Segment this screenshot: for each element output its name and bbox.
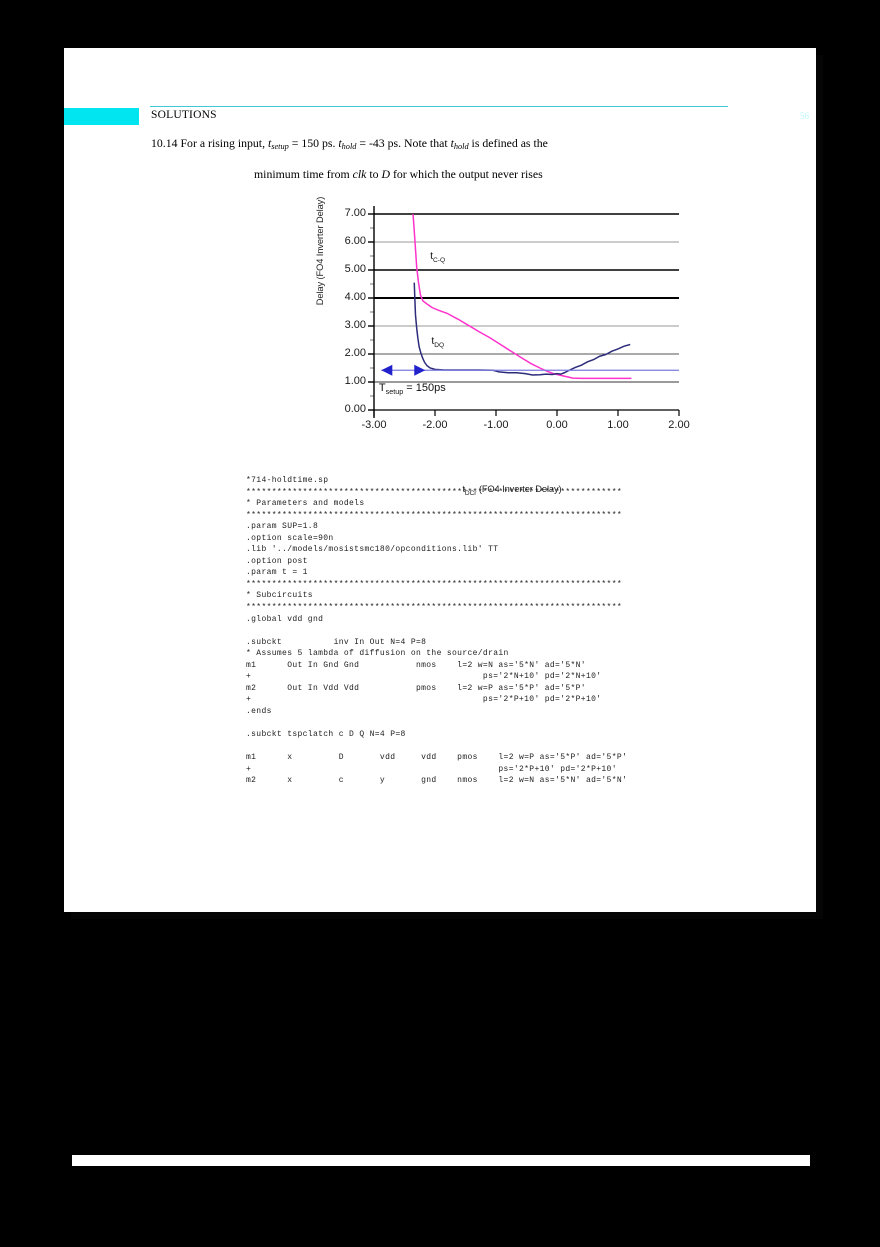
gridlines — [374, 213, 679, 411]
delay-vs-tdcr-chart: Delay (FO4 Inverter Delay) tDCr (FO4 Inv… — [302, 197, 702, 505]
code-line: .ends — [246, 706, 272, 716]
t-hold-symbol-1: t — [338, 136, 342, 150]
code-line: .param t = 1 — [246, 568, 308, 578]
code-line: *714-holdtime.sp — [246, 476, 329, 485]
x-tick-marks — [373, 410, 680, 416]
setup-arrow-group — [381, 364, 679, 376]
plot-canvas — [368, 206, 680, 418]
y-tick-label: 3.00 — [344, 319, 366, 331]
page-number: 56 — [800, 111, 809, 121]
y-tick-label: 6.00 — [344, 235, 366, 247]
problem-line2-b: to — [366, 167, 382, 181]
x-axis-label: tDCr (FO4 Inverter Delay) — [362, 484, 662, 497]
y-tick-label: 4.00 — [344, 291, 366, 303]
code-line: .lib '../models/mosistsmc180/opcondition… — [246, 545, 499, 555]
page-title: SOLUTIONS — [151, 109, 217, 121]
header-divider-rule — [150, 106, 728, 107]
series-line — [413, 282, 631, 376]
t-setup-symbol: t — [267, 136, 272, 150]
code-line: * Subcircuits — [246, 591, 313, 601]
problem-line2-a: minimum time from — [254, 167, 353, 181]
x-tick-label: 1.00 — [607, 419, 629, 431]
x-axis-label-main: t — [462, 484, 465, 494]
y-tick-label: 5.00 — [344, 263, 366, 275]
t-setup-subscript: setup — [271, 142, 289, 151]
code-line: .subckt tspclatch c D Q N=4 P=8 — [246, 730, 406, 740]
t-cq-curve-label: tC-Q — [430, 250, 445, 264]
y-tick-label: 7.00 — [344, 207, 366, 219]
code-line: + ps='2*P+10' pd='2*P+10' — [246, 695, 602, 705]
code-line: + ps='2*N+10' pd='2*N+10' — [246, 672, 602, 682]
t-dq-curve-label: tDQ — [431, 335, 444, 349]
problem-statement-line-2: minimum time from clk to D for which the… — [254, 167, 814, 182]
y-tick-label: 0.00 — [344, 403, 366, 415]
code-line: m1 x D vdd vdd pmos l=2 w=P as='5*P' ad=… — [246, 753, 628, 763]
problem-line2-c: for which the output never rises — [390, 167, 543, 181]
problem-text-c: = -43 ps. Note that — [356, 136, 451, 150]
tsetup-annotation: Tsetup = 150ps — [379, 382, 446, 396]
folio-highlight-box — [64, 108, 139, 125]
code-line: * Assumes 5 lambda of diffusion on the s… — [246, 649, 509, 659]
code-line: .option scale=90n — [246, 533, 334, 543]
annotation-symbol: T — [378, 381, 386, 394]
document-page: 56 SOLUTIONS 10.14 For a rising input, t… — [64, 48, 816, 912]
code-line — [246, 741, 806, 753]
annotation-subscript: C-Q — [433, 257, 446, 265]
series-line — [412, 213, 632, 380]
data-series-group — [412, 213, 632, 380]
code-line: .option post — [246, 556, 308, 566]
d-symbol: D — [381, 167, 390, 181]
x-tick-label: 2.00 — [668, 419, 690, 431]
code-line: ****************************************… — [246, 603, 623, 613]
problem-text-b: = 150 ps. — [288, 136, 339, 150]
x-tick-label: -3.00 — [361, 419, 387, 431]
x-tick-label: -1.00 — [483, 419, 509, 431]
annotation-symbol: t — [430, 250, 434, 263]
y-tick-label: 1.00 — [344, 375, 366, 387]
problem-text-a: 10.14 For a rising input, — [151, 136, 268, 150]
setup-arrow-head-left — [381, 364, 393, 376]
y-tick-label: 2.00 — [344, 347, 366, 359]
problem-statement-line-1: 10.14 For a rising input, tsetup = 150 p… — [151, 136, 771, 154]
code-line: .param SUP=1.8 — [246, 522, 319, 532]
t-hold-subscript-2: hold — [453, 142, 469, 151]
code-line: .global vdd gnd — [246, 614, 324, 624]
problem-text-d: is defined as the — [468, 136, 548, 150]
code-line: .subckt inv In Out N=4 P=8 — [246, 637, 427, 647]
annotation-rest: = 150ps — [403, 381, 446, 394]
annotation-symbol: t — [431, 334, 435, 347]
y-tick-marks — [368, 213, 374, 411]
annotation-subscript: DQ — [434, 342, 445, 350]
x-axis-label-rest: (FO4 Inverter Delay) — [476, 484, 562, 494]
page-bottom-bar — [72, 1155, 810, 1166]
clk-symbol: clk — [352, 167, 367, 181]
code-line: ****************************************… — [246, 510, 623, 520]
x-tick-label: 0.00 — [546, 419, 568, 431]
t-hold-subscript-1: hold — [341, 142, 357, 151]
code-line: m2 Out In Vdd Vdd pmos l=2 w=P as='5*P' … — [246, 683, 586, 693]
code-line: ****************************************… — [246, 487, 623, 497]
code-line: ****************************************… — [246, 579, 623, 589]
code-line: + ps='2*P+10' pd='2*P+10' — [246, 764, 617, 774]
code-line: * Parameters and models — [246, 499, 365, 509]
annotation-subscript: setup — [385, 387, 404, 397]
t-hold-symbol-2: t — [450, 136, 454, 150]
x-axis-label-sub: DCr — [464, 489, 477, 497]
code-line: m1 Out In Gnd Gnd nmos l=2 w=N as='5*N' … — [246, 660, 586, 670]
code-line — [246, 625, 806, 637]
code-line: m2 x c y gnd nmos l=2 w=N as='5*N' ad='5… — [246, 776, 628, 786]
code-line — [246, 717, 806, 729]
spice-netlist-listing: *714-holdtime.sp ************************… — [246, 475, 806, 787]
setup-arrow-head-right — [414, 364, 426, 376]
page-header: 56 SOLUTIONS — [64, 48, 816, 125]
x-tick-label: -2.00 — [422, 419, 448, 431]
